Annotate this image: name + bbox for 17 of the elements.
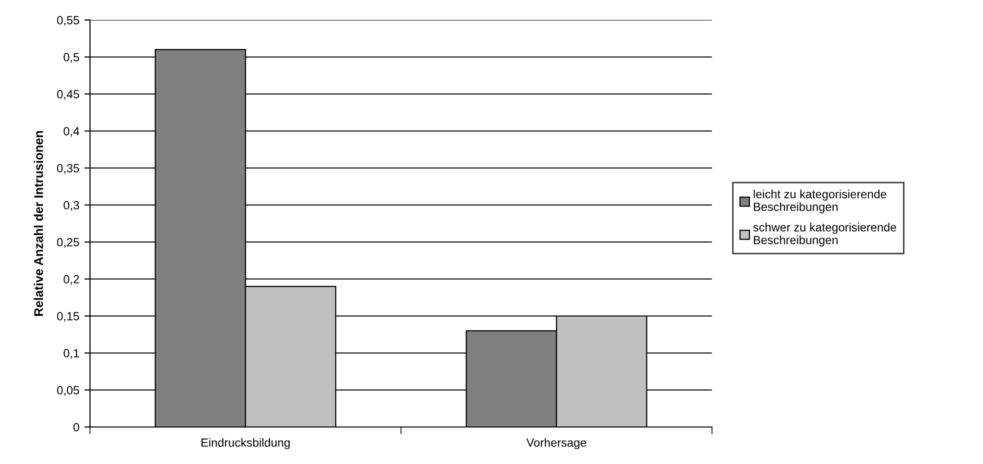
y-axis-title: Relative Anzahl der Intrusionen — [34, 131, 44, 316]
y-tick-label: 0,2 — [64, 275, 79, 285]
y-tick-label: 0,55 — [57, 16, 80, 26]
x-tick-label: Vorhersage — [526, 438, 586, 450]
y-tick-label: 0,4 — [64, 127, 80, 137]
legend-label: leicht zu kategorisierende Beschreibungen — [754, 190, 886, 214]
y-tick-label: 0,3 — [64, 201, 80, 211]
y-tick-label: 0,1 — [64, 349, 80, 359]
y-tick-label: 0,35 — [57, 164, 80, 174]
y-tick-label: 0,25 — [57, 238, 80, 248]
y-tick-label: 0,15 — [57, 312, 80, 322]
y-tick-label: 0 — [73, 423, 80, 432]
y-tick-label: 0,05 — [57, 386, 80, 396]
legend-label: schwer zu kategorisierende Beschreibungen — [753, 222, 896, 247]
y-tick-label: 0,45 — [57, 90, 80, 100]
y-tick-label: 0,5 — [64, 53, 80, 63]
x-tick-label: Eindrucksbildung — [202, 438, 290, 450]
